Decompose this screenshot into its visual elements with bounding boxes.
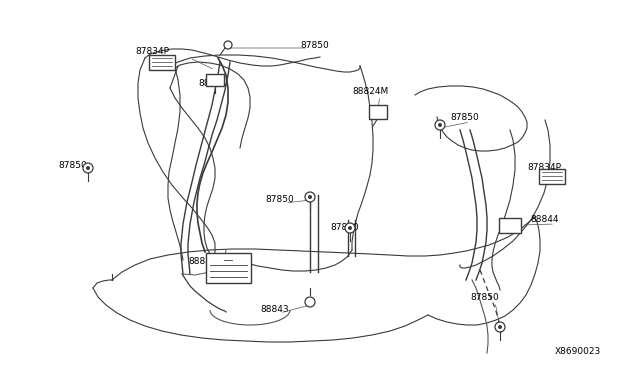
Text: 87834P: 87834P: [527, 164, 561, 173]
Text: 88843: 88843: [260, 305, 289, 314]
Circle shape: [435, 120, 445, 130]
Text: 87834P: 87834P: [135, 48, 169, 57]
Circle shape: [498, 325, 502, 329]
Text: 88844: 88844: [530, 215, 559, 224]
Bar: [206, 74, 224, 86]
Bar: [205, 253, 250, 283]
Bar: [499, 218, 521, 232]
Circle shape: [308, 195, 312, 199]
Text: 87850: 87850: [450, 113, 479, 122]
Circle shape: [438, 123, 442, 127]
Text: X8690023: X8690023: [555, 347, 601, 356]
Circle shape: [345, 223, 355, 233]
Circle shape: [495, 322, 505, 332]
Bar: [369, 105, 387, 119]
Text: 88842: 88842: [188, 257, 216, 266]
Circle shape: [83, 163, 93, 173]
Text: 88844: 88844: [198, 78, 227, 87]
Text: 87850: 87850: [470, 294, 499, 302]
Text: 87850: 87850: [58, 160, 87, 170]
Bar: [149, 55, 175, 70]
Circle shape: [348, 226, 352, 230]
Circle shape: [305, 192, 315, 202]
Text: 87850: 87850: [300, 41, 329, 49]
Text: 88824M: 88824M: [352, 87, 388, 96]
Bar: [539, 169, 565, 183]
Text: 87850: 87850: [265, 196, 294, 205]
Circle shape: [86, 166, 90, 170]
Text: 87850: 87850: [330, 224, 359, 232]
